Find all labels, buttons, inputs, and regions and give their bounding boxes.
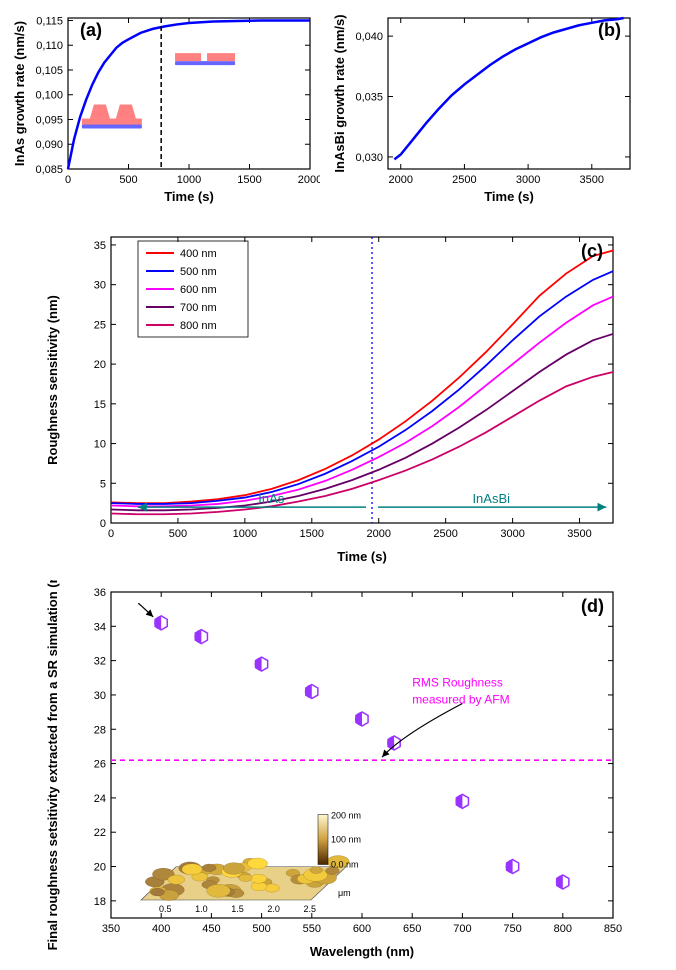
svg-text:22: 22 — [94, 827, 106, 839]
svg-text:20: 20 — [94, 862, 106, 874]
svg-text:18: 18 — [94, 896, 106, 908]
panel-d: 350 400 450 500 550 600 650 700 750 800 850 18 20 22 2… — [43, 580, 633, 960]
panel-c: 0 500 1000 1500 2000 2500 3000 3500 0 5 10 15 20 25 30… — [43, 225, 633, 565]
svg-text:600 nm: 600 nm — [180, 284, 217, 296]
svg-text:0,115: 0,115 — [36, 15, 63, 27]
svg-text:Time (s): Time (s) — [337, 549, 387, 564]
svg-text:Wavelength (nm): Wavelength (nm) — [310, 944, 414, 959]
svg-text:0,090: 0,090 — [35, 139, 63, 151]
svg-text:3500: 3500 — [580, 174, 604, 186]
svg-text:600: 600 — [353, 923, 371, 935]
svg-text:200 nm: 200 nm — [331, 811, 361, 821]
svg-text:26: 26 — [94, 759, 106, 771]
row-ab: 0 500 1000 1500 2000 0,085 0,090 0,095 0,100 0,10… — [10, 10, 666, 205]
svg-text:0,105: 0,105 — [35, 65, 63, 77]
svg-text:500: 500 — [169, 528, 187, 540]
svg-text:InAs: InAs — [258, 491, 285, 506]
svg-text:0.0 nm: 0.0 nm — [331, 860, 359, 870]
svg-text:500 nm: 500 nm — [180, 266, 217, 278]
svg-text:35: 35 — [94, 240, 106, 252]
svg-text:InAs growth rate (nm/s): InAs growth rate (nm/s) — [12, 21, 27, 166]
svg-text:500: 500 — [119, 174, 137, 186]
svg-text:10: 10 — [94, 439, 106, 451]
svg-text:0: 0 — [100, 518, 106, 530]
chart-d: 350 400 450 500 550 600 650 700 750 800 850 18 20 22 2… — [43, 580, 633, 960]
svg-text:850: 850 — [604, 923, 622, 935]
panel-b: 2000 2500 3000 3500 0,030 0,035 0,040 Time (s) I… — [330, 10, 640, 205]
svg-text:500: 500 — [252, 923, 270, 935]
svg-text:2500: 2500 — [452, 174, 476, 186]
svg-text:2.5: 2.5 — [304, 904, 317, 914]
chart-b: 2000 2500 3000 3500 0,030 0,035 0,040 Time (s) I… — [330, 10, 640, 205]
svg-text:350: 350 — [102, 923, 120, 935]
svg-text:1.0: 1.0 — [195, 904, 208, 914]
svg-text:25: 25 — [94, 319, 106, 331]
svg-text:24: 24 — [94, 793, 106, 805]
svg-text:0: 0 — [65, 174, 71, 186]
svg-text:0,110: 0,110 — [36, 40, 63, 52]
svg-text:2500: 2500 — [433, 528, 457, 540]
svg-text:InAsBi growth rate (nm/s): InAsBi growth rate (nm/s) — [332, 14, 347, 172]
svg-text:Time (s): Time (s) — [164, 189, 214, 204]
svg-text:550: 550 — [303, 923, 321, 935]
svg-text:400: 400 — [152, 923, 170, 935]
svg-text:700: 700 — [453, 923, 471, 935]
svg-text:0,095: 0,095 — [35, 114, 63, 126]
svg-text:3000: 3000 — [500, 528, 524, 540]
svg-text:InAsBi: InAsBi — [472, 491, 510, 506]
chart-a: 0 500 1000 1500 2000 0,085 0,090 0,095 0,100 0,10… — [10, 10, 320, 205]
svg-text:750: 750 — [503, 923, 521, 935]
svg-text:0,085: 0,085 — [35, 164, 63, 176]
svg-text:100 nm: 100 nm — [331, 835, 361, 845]
svg-text:5: 5 — [100, 478, 106, 490]
svg-text:700 nm: 700 nm — [180, 302, 217, 314]
svg-text:650: 650 — [403, 923, 421, 935]
svg-text:2000: 2000 — [298, 174, 320, 186]
svg-text:1500: 1500 — [300, 528, 324, 540]
svg-text:1.5: 1.5 — [231, 904, 244, 914]
svg-text:36: 36 — [94, 587, 106, 599]
svg-text:2000: 2000 — [388, 174, 412, 186]
svg-text:450: 450 — [202, 923, 220, 935]
svg-text:(a): (a) — [80, 20, 102, 40]
svg-text:1000: 1000 — [177, 174, 201, 186]
svg-text:800: 800 — [554, 923, 572, 935]
svg-text:μm: μm — [338, 888, 351, 898]
svg-text:3500: 3500 — [567, 528, 591, 540]
svg-text:0,040: 0,040 — [355, 31, 383, 43]
figure-multipanel: 05001000150020000,0850,0900,0950,1000,10… — [10, 10, 666, 960]
svg-text:32: 32 — [94, 656, 106, 668]
svg-text:20: 20 — [94, 359, 106, 371]
svg-text:(c): (c) — [581, 241, 603, 261]
svg-text:(d): (d) — [581, 596, 604, 616]
svg-text:30: 30 — [94, 690, 106, 702]
svg-text:measured by AFM: measured by AFM — [412, 693, 509, 707]
svg-text:(b): (b) — [598, 20, 621, 40]
svg-text:400 nm: 400 nm — [180, 248, 217, 260]
svg-text:15: 15 — [94, 399, 106, 411]
chart-c: 0 500 1000 1500 2000 2500 3000 3500 0 5 10 15 20 25 30… — [43, 225, 633, 565]
svg-text:Time (s): Time (s) — [484, 189, 534, 204]
svg-text:1500: 1500 — [237, 174, 261, 186]
svg-text:0.5: 0.5 — [159, 904, 172, 914]
svg-text:RMS Roughness: RMS Roughness — [412, 675, 503, 689]
svg-text:2.0: 2.0 — [267, 904, 280, 914]
svg-text:1000: 1000 — [233, 528, 257, 540]
svg-text:0,035: 0,035 — [355, 92, 383, 104]
svg-text:Roughness sensitivity (nm): Roughness sensitivity (nm) — [45, 295, 60, 465]
svg-text:800 nm: 800 nm — [180, 320, 217, 332]
svg-text:0: 0 — [108, 528, 114, 540]
svg-text:2000: 2000 — [366, 528, 390, 540]
svg-text:30: 30 — [94, 280, 106, 292]
svg-text:34: 34 — [94, 621, 106, 633]
panel-a: 0 500 1000 1500 2000 0,085 0,090 0,095 0,100 0,10… — [10, 10, 320, 205]
svg-text:3000: 3000 — [516, 174, 540, 186]
svg-text:28: 28 — [94, 724, 106, 736]
svg-text:0,030: 0,030 — [355, 152, 383, 164]
svg-text:0,100: 0,100 — [35, 90, 63, 102]
svg-text:Final roughness setsitivity ex: Final roughness setsitivity extracted fr… — [45, 580, 60, 950]
